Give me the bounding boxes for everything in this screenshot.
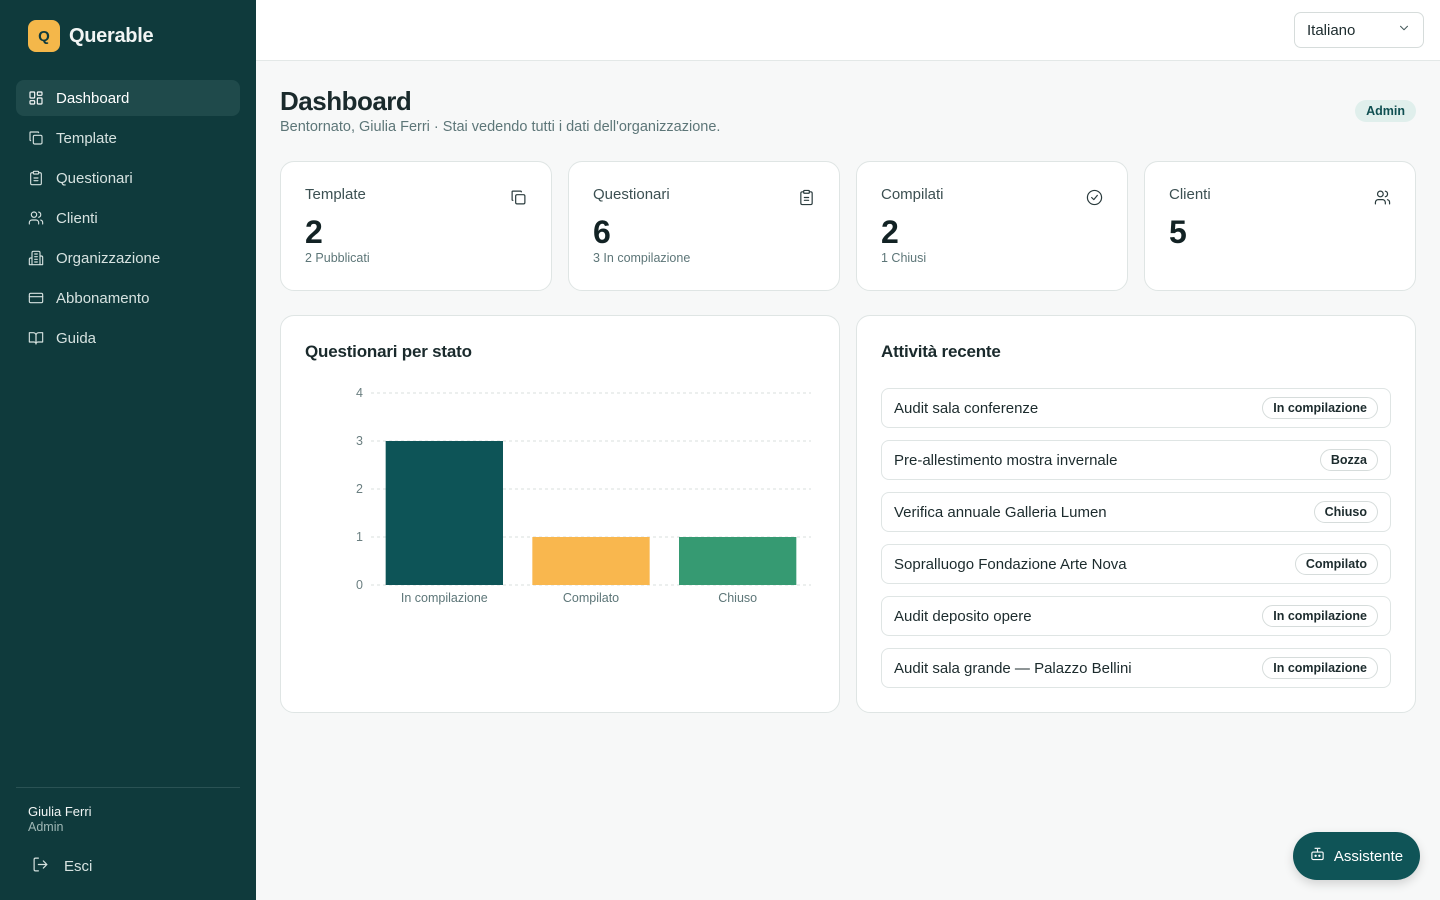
activity-item[interactable]: Verifica annuale Galleria Lumen Chiuso — [881, 492, 1391, 532]
stat-value: 2 — [881, 214, 899, 250]
activity-item[interactable]: Audit deposito opere In compilazione — [881, 596, 1391, 636]
sidebar-item-label: Clienti — [56, 209, 98, 227]
page-subtitle: Bentornato, Giulia Ferri · Stai vedendo … — [280, 119, 721, 135]
sidebar-item-label: Organizzazione — [56, 249, 161, 267]
sidebar-nav: Dashboard Template Questionari Clienti O… — [16, 80, 240, 360]
stat-sub: 2 Pubblicati — [305, 251, 370, 265]
activity-title: Attività recente — [881, 342, 1001, 361]
y-tick-label: 1 — [356, 530, 363, 544]
sidebar-item-label: Dashboard — [56, 89, 130, 107]
x-tick-label: In compilazione — [401, 591, 488, 605]
bar — [385, 441, 503, 585]
activity-name: Sopralluogo Fondazione Arte Nova — [894, 555, 1127, 573]
sidebar-item-label: Template — [56, 129, 117, 147]
users-icon — [1374, 189, 1391, 206]
book-icon — [28, 330, 44, 346]
sidebar-item-clienti[interactable]: Clienti — [16, 200, 240, 236]
logout-icon — [32, 856, 49, 877]
y-tick-label: 0 — [356, 578, 363, 592]
check-circle-icon — [1086, 189, 1103, 206]
clipboard-icon — [28, 170, 44, 186]
activity-name: Pre-allestimento mostra invernale — [894, 451, 1118, 469]
language-value: Italiano — [1307, 21, 1356, 39]
stat-card-questionari[interactable]: Questionari 6 3 In compilazione — [568, 161, 840, 291]
assistant-label: Assistente — [1333, 847, 1404, 865]
sidebar-item-template[interactable]: Template — [16, 120, 240, 156]
x-tick-label: Chiuso — [718, 591, 757, 605]
activity-item[interactable]: Audit sala grande — Palazzo Bellini In c… — [881, 648, 1391, 688]
brand-logo: Q — [28, 20, 60, 52]
activity-panel: Attività recente Audit sala conferenze I… — [856, 315, 1416, 713]
users-icon — [28, 210, 44, 226]
sidebar-item-abbonamento[interactable]: Abbonamento — [16, 280, 240, 316]
sidebar-item-dashboard[interactable]: Dashboard — [16, 80, 240, 116]
stat-card-template[interactable]: Template 2 2 Pubblicati — [280, 161, 552, 291]
stat-label: Clienti — [1169, 186, 1211, 203]
bot-icon — [1310, 847, 1325, 866]
sidebar: Q Querable Dashboard Template Questionar… — [0, 0, 256, 900]
chart-panel: Questionari per stato 0 1 2 3 4 In compilazio… — [280, 315, 840, 713]
sidebar-item-label: Abbonamento — [56, 289, 150, 307]
page-title: Dashboard — [280, 86, 412, 116]
y-tick-label: 2 — [356, 482, 363, 496]
activity-item[interactable]: Audit sala conferenze In compilazione — [881, 388, 1391, 428]
status-badge: Bozza — [1319, 449, 1378, 471]
activity-name: Verifica annuale Galleria Lumen — [894, 503, 1107, 521]
stat-value: 2 — [305, 214, 323, 250]
chart-title: Questionari per stato — [305, 342, 472, 361]
user-name: Giulia Ferri — [28, 804, 92, 819]
assistant-button[interactable]: Assistente — [1293, 832, 1420, 880]
activity-item[interactable]: Pre-allestimento mostra invernale Bozza — [881, 440, 1391, 480]
stat-label: Questionari — [593, 186, 670, 203]
layout-grid-icon — [28, 90, 44, 106]
logout-label: Esci — [64, 858, 93, 875]
y-tick-label: 4 — [356, 386, 363, 400]
activity-list: Audit sala conferenze In compilazione Pr… — [881, 388, 1391, 700]
activity-name: Audit sala conferenze — [894, 399, 1039, 417]
status-badge: Compilato — [1294, 553, 1378, 575]
status-badge: In compilazione — [1262, 397, 1378, 419]
clipboard-icon — [798, 189, 815, 206]
activity-name: Audit sala grande — Palazzo Bellini — [894, 659, 1132, 677]
role-badge: Admin — [1355, 100, 1416, 122]
stat-sub: 1 Chiusi — [881, 251, 927, 265]
sidebar-item-organizzazione[interactable]: Organizzazione — [16, 240, 240, 276]
status-badge: In compilazione — [1262, 605, 1378, 627]
language-select[interactable]: Italiano — [1294, 12, 1424, 48]
copy-icon — [510, 189, 527, 206]
y-tick-label: 3 — [356, 434, 363, 448]
questionari-bar-chart: 0 1 2 3 4 In compilazione Compilato Chiuso — [356, 386, 811, 605]
status-badge: Chiuso — [1313, 501, 1378, 523]
logout-button[interactable]: Esci — [32, 856, 92, 877]
brand-name: Querable — [69, 24, 154, 47]
activity-item[interactable]: Sopralluogo Fondazione Arte Nova Compila… — [881, 544, 1391, 584]
sidebar-item-label: Questionari — [56, 169, 133, 187]
stat-label: Template — [305, 186, 366, 203]
stat-card-clienti[interactable]: Clienti 5 — [1144, 161, 1416, 291]
stat-card-compilati[interactable]: Compilati 2 1 Chiusi — [856, 161, 1128, 291]
sidebar-item-label: Guida — [56, 329, 97, 347]
stat-label: Compilati — [881, 186, 944, 203]
stat-value: 5 — [1169, 214, 1187, 250]
bar — [532, 537, 650, 585]
topbar: Italiano — [256, 0, 1440, 61]
sidebar-item-questionari[interactable]: Questionari — [16, 160, 240, 196]
sidebar-divider — [16, 787, 240, 788]
chevron-down-icon — [1397, 21, 1411, 39]
x-tick-label: Compilato — [563, 591, 619, 605]
stat-value: 6 — [593, 214, 611, 250]
status-badge: In compilazione — [1262, 657, 1378, 679]
sidebar-item-guida[interactable]: Guida — [16, 320, 240, 356]
copy-icon — [28, 130, 44, 146]
bar — [679, 537, 797, 585]
brand[interactable]: Q Querable — [28, 20, 154, 52]
activity-name: Audit deposito opere — [894, 607, 1032, 625]
user-role: Admin — [28, 820, 64, 834]
building-icon — [28, 250, 44, 266]
credit-card-icon — [28, 290, 44, 306]
stat-sub: 3 In compilazione — [593, 251, 691, 265]
